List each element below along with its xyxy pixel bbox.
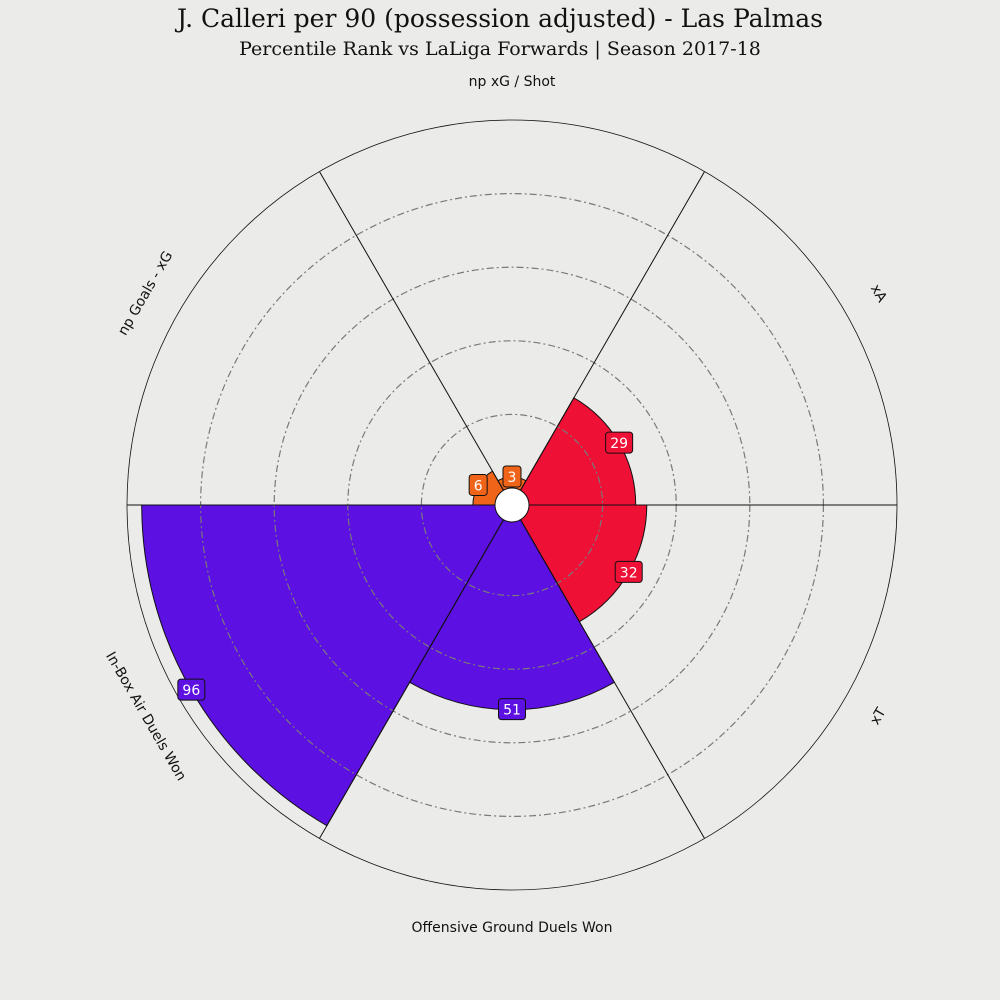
spoke <box>511 171 705 506</box>
param-label-offensive-ground-duels-won: Offensive Ground Duels Won <box>412 920 613 936</box>
value-label-offensive-ground-duels-won: 51 <box>503 703 521 719</box>
value-label-box-offensive-ground-duels-won <box>498 698 526 721</box>
value-label-xt: 32 <box>620 565 638 581</box>
param-label-in-box-air-duels-won: In-Box Air Duels Won <box>102 649 189 784</box>
chart-subtitle: Percentile Rank vs LaLiga Forwards | Sea… <box>239 38 761 60</box>
value-label-box-xt <box>614 560 643 583</box>
spoke <box>319 171 513 506</box>
spoke <box>319 504 513 839</box>
value-label-xa: 29 <box>610 436 628 452</box>
value-label-in-box-air-duels-won: 96 <box>182 683 200 699</box>
center-hole <box>494 487 530 523</box>
value-label-box-in-box-air-duels-won <box>177 678 206 701</box>
value-label-np-xg-shot: 3 <box>508 470 517 486</box>
param-label-np-goals-xg: np Goals - xG <box>115 249 176 339</box>
value-label-box-np-xg-shot <box>502 465 522 488</box>
param-label-xa: xA <box>867 282 890 306</box>
value-label-np-goals-xg: 6 <box>474 478 483 494</box>
value-label-box-xa <box>605 431 634 454</box>
chart-title: J. Calleri per 90 (possession adjusted) … <box>176 4 823 33</box>
spoke <box>511 504 705 839</box>
param-label-xt: xT <box>867 705 889 728</box>
value-label-box-np-goals-xg <box>468 473 488 496</box>
param-label-np-xg-shot: np xG / Shot <box>469 74 556 90</box>
